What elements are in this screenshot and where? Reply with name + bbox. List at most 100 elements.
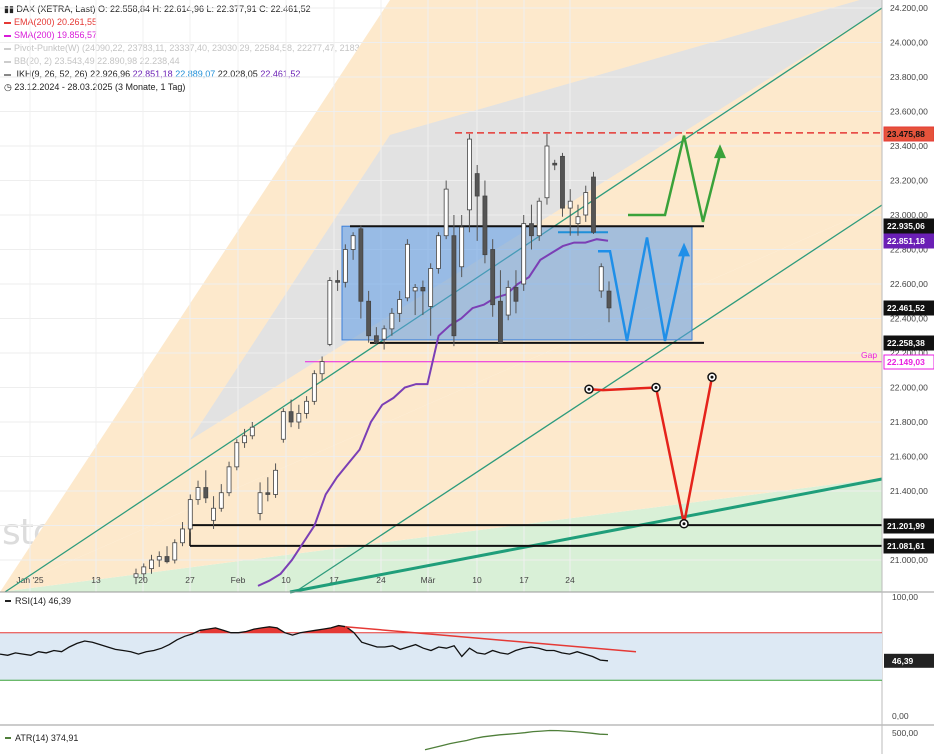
candle-body (195, 487, 201, 501)
instrument-title: DAX (XETRA, Last) (16, 4, 96, 14)
projection-point-dot (587, 387, 591, 391)
ikh-swatch (4, 73, 11, 76)
y-tick-label: 22.600,00 (890, 279, 928, 289)
price-badge-bg (883, 335, 934, 351)
candle-body (451, 235, 457, 337)
bullish-projection-path (628, 135, 722, 223)
price-badge-label: 23.475,88 (887, 129, 925, 139)
x-tick-label: Feb (231, 575, 246, 585)
candle-body (505, 287, 511, 316)
candle-body (366, 300, 372, 337)
candle-body (172, 542, 178, 561)
candle-body (342, 249, 348, 283)
indicator-swatch (4, 34, 11, 37)
y-tick-label: 21.000,00 (890, 555, 928, 565)
ikh-label: IKH(9, 26, 52, 26) (16, 69, 88, 79)
candle-body (242, 435, 247, 444)
ohlc-values: O: 22.558,84 H: 22.614,96 L: 22.377,91 C… (97, 4, 311, 14)
indicator-legend-0[interactable]: EMA(200) 20.261,55 (4, 17, 97, 27)
x-tick-label: 24 (376, 575, 386, 585)
price-badge-bg (883, 354, 934, 370)
candle-body (591, 176, 596, 233)
y-tick-label: 22.400,00 (890, 314, 928, 324)
y-tick-label: 21.600,00 (890, 452, 928, 462)
rsi-trendline (344, 626, 637, 653)
candle-body (513, 287, 519, 302)
candle-body (327, 280, 333, 345)
indicator-name: EMA(200) (14, 17, 55, 27)
long-trendline (289, 477, 883, 594)
candle-body (218, 492, 224, 509)
candle-body (552, 162, 558, 166)
price-badge-bg (883, 218, 934, 234)
x-tick-label: 24 (565, 575, 575, 585)
indicator-swatch (4, 60, 11, 63)
indicator-name: SMA(200) (14, 30, 55, 40)
candle-body (404, 243, 410, 299)
candle-body (288, 411, 294, 423)
candle-body (319, 361, 325, 375)
interval-label: (3 Monate, 1 Tag) (114, 82, 186, 92)
clock-icon: ◷ (4, 82, 12, 92)
ikh-value-3: 22.889,07 (175, 69, 216, 79)
rsi-axis-label: 100,00 (892, 592, 918, 602)
range-arrowhead (678, 242, 690, 257)
projection-point-dot (710, 375, 714, 379)
rsi-line (0, 624, 609, 662)
atr-axis-label: 500,00 (892, 728, 918, 738)
y-tick-label: 22.200,00 (890, 348, 928, 358)
indicator-name: Pivot-Punkte(W) (14, 43, 80, 53)
candle-body (560, 155, 565, 209)
header-title-row: ▮▮ DAX (XETRA, Last) O: 22.558,84 H: 22.… (4, 4, 311, 15)
candle-body (474, 173, 480, 197)
candle-body (180, 528, 185, 544)
candle-body (567, 200, 573, 209)
consolidation-box (341, 225, 693, 341)
candle-body (226, 466, 232, 494)
candle-body (490, 249, 496, 306)
candle-body (389, 312, 395, 330)
x-tick-label: Mär (421, 575, 436, 585)
indicator-legend-3[interactable]: BB(20, 2) 23.543,49 22.890,98 22.238,44 (4, 56, 180, 66)
candle-body (436, 235, 441, 269)
indicator-legend-1[interactable]: SMA(200) 19.856,57 (4, 30, 97, 40)
rsi-legend: RSI(14) 46,39 (15, 596, 71, 606)
candle-body (529, 223, 534, 237)
y-tick-label: 23.600,00 (890, 107, 928, 117)
price-badge-label: 22.461,52 (887, 303, 925, 313)
price-badge-bg (883, 518, 934, 534)
projection-point-dot (682, 522, 686, 526)
atr-line (424, 729, 609, 751)
indicator-swatch (4, 21, 11, 24)
range-projection-path (598, 237, 686, 342)
candle-body (211, 507, 216, 521)
price-badge-label: 21.081,61 (887, 541, 925, 551)
price-badge-label: 21.201,99 (887, 521, 925, 531)
candle-body (606, 290, 612, 309)
x-tick-label: 10 (281, 575, 291, 585)
indicator-legend-2[interactable]: Pivot-Punkte(W) (24090,22, 23783,11, 233… (4, 43, 380, 53)
x-tick-label: Jan '25 (16, 575, 43, 585)
candle-body (536, 200, 542, 237)
candle-body (133, 573, 139, 578)
y-tick-label: 23.400,00 (890, 141, 928, 151)
candle-body (498, 300, 503, 344)
price-badge-label: 22.935,06 (887, 221, 925, 231)
candle-body (203, 487, 209, 499)
candle-body (249, 426, 255, 437)
y-tick-label: 22.800,00 (890, 245, 928, 255)
atr-legend-swatch (5, 737, 11, 739)
y-tick-label: 24.200,00 (890, 3, 928, 13)
ikh-value-1: 22.926,96 (90, 69, 131, 79)
y-tick-label: 23.200,00 (890, 176, 928, 186)
candle-body (257, 492, 263, 514)
y-tick-label: 21.800,00 (890, 417, 928, 427)
indicator-name: BB(20, 2) (14, 56, 53, 66)
indicator-value: 19.856,57 (54, 30, 98, 40)
candle-body (373, 335, 379, 344)
x-tick-label: 17 (519, 575, 529, 585)
candle-body (141, 566, 147, 575)
x-tick-label: 17 (329, 575, 339, 585)
candle-body (187, 499, 193, 530)
